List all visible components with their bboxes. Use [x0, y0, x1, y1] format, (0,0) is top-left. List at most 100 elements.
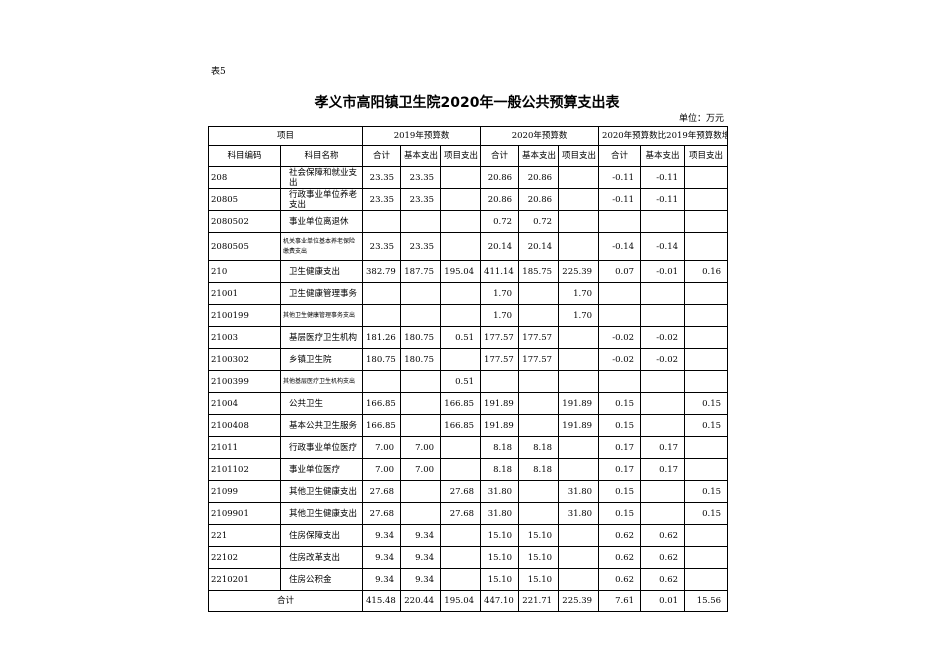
code-cell: 21001	[208, 282, 281, 305]
value-cell: 8.18	[480, 458, 520, 481]
value-cell: 23.35	[362, 188, 402, 211]
name-cell: 住房公积金	[279, 568, 364, 591]
data-row: 210 卫生健康支出 382.79 187.75 195.04 411.14 185.75 2…	[208, 260, 729, 283]
group-header: 2020年预算数比2019年预算数增减情况	[598, 126, 729, 146]
value-cell	[684, 232, 729, 261]
value-cell	[518, 282, 560, 305]
value-cell: 0.72	[518, 210, 560, 233]
value-cell: -0.11	[640, 166, 686, 189]
value-cell: 1.70	[558, 304, 600, 327]
value-cell: -0.14	[598, 232, 642, 261]
group-header: 2019年预算数	[362, 126, 482, 146]
value-cell: 20.86	[518, 188, 560, 211]
value-cell: 0.16	[684, 260, 729, 283]
value-cell: 180.75	[400, 326, 442, 349]
value-cell: 23.35	[400, 188, 442, 211]
value-cell	[558, 166, 600, 189]
column-header: 基本支出	[518, 145, 560, 167]
value-cell	[440, 348, 482, 371]
data-row: 21001 卫生健康管理事务 1.70 1.70	[208, 282, 729, 305]
value-cell: 15.10	[480, 524, 520, 547]
name-cell: 基层医疗卫生机构	[279, 326, 364, 349]
group-header: 项目	[207, 126, 364, 146]
value-cell	[684, 458, 729, 481]
column-header: 合计	[598, 145, 642, 167]
value-cell: 180.75	[400, 348, 442, 371]
value-cell: -0.11	[598, 188, 642, 211]
value-cell	[684, 524, 729, 547]
value-cell: 15.10	[480, 546, 520, 569]
data-row: 208 社会保障和就业支出 23.35 23.35 20.86 20.86 -0.11 -0.…	[208, 166, 729, 189]
data-row: 2100408 基本公共卫生服务 166.85 166.85 191.89 191.89 0…	[208, 414, 729, 437]
code-cell: 2100399	[208, 370, 281, 393]
value-cell: 177.57	[518, 348, 560, 371]
code-cell: 20805	[208, 188, 281, 211]
value-cell: 31.80	[558, 480, 600, 503]
value-cell: 0.62	[640, 546, 686, 569]
value-cell: 0.07	[598, 260, 642, 283]
data-row: 2210201 住房公积金 9.34 9.34 15.10 15.10 0.62 0.62	[208, 568, 729, 591]
value-cell	[400, 502, 442, 525]
value-cell	[440, 546, 482, 569]
value-cell: 0.15	[684, 414, 729, 437]
total-value: 0.01	[640, 590, 686, 612]
value-cell: 27.68	[440, 502, 482, 525]
value-cell	[598, 210, 642, 233]
value-cell	[518, 304, 560, 327]
value-cell: 191.89	[480, 414, 520, 437]
value-cell	[362, 210, 402, 233]
value-cell: 7.00	[362, 436, 402, 459]
value-cell	[400, 392, 442, 415]
value-cell	[440, 232, 482, 261]
total-value: 7.61	[598, 590, 642, 612]
value-cell	[640, 414, 686, 437]
value-cell	[558, 524, 600, 547]
value-cell: 23.35	[400, 232, 442, 261]
column-header: 科目名称	[279, 145, 364, 167]
value-cell: 15.10	[518, 524, 560, 547]
value-cell	[440, 524, 482, 547]
total-value: 195.04	[440, 590, 482, 612]
value-cell: 0.51	[440, 370, 482, 393]
value-cell: 0.72	[480, 210, 520, 233]
value-cell: 9.34	[400, 546, 442, 569]
value-cell	[518, 480, 560, 503]
name-cell: 卫生健康支出	[279, 260, 364, 283]
value-cell: 166.85	[440, 392, 482, 415]
header-row: 项目2019年预算数2020年预算数2020年预算数比2019年预算数增减情况	[207, 126, 729, 146]
value-cell	[558, 210, 600, 233]
group-header: 2020年预算数	[480, 126, 600, 146]
value-cell: 1.70	[480, 304, 520, 327]
value-cell: 27.68	[362, 502, 402, 525]
total-value: 415.48	[362, 590, 402, 612]
value-cell: 23.35	[400, 166, 442, 189]
value-cell	[440, 568, 482, 591]
value-cell	[640, 392, 686, 415]
value-cell	[480, 370, 520, 393]
data-row: 21003 基层医疗卫生机构 181.26 180.75 0.51 177.57 177.5…	[208, 326, 729, 349]
value-cell: 181.26	[362, 326, 402, 349]
value-cell	[558, 348, 600, 371]
value-cell: 0.17	[640, 436, 686, 459]
value-cell: 27.68	[440, 480, 482, 503]
value-cell: 0.17	[640, 458, 686, 481]
value-cell	[518, 502, 560, 525]
value-cell: -0.02	[598, 326, 642, 349]
value-cell	[362, 304, 402, 327]
value-cell	[684, 282, 729, 305]
value-cell: 20.86	[480, 188, 520, 211]
code-cell: 2210201	[208, 568, 281, 591]
value-cell: 185.75	[518, 260, 560, 283]
value-cell	[558, 326, 600, 349]
value-cell	[558, 232, 600, 261]
data-row: 2101102 事业单位医疗 7.00 7.00 8.18 8.18 0.17 0.17	[208, 458, 729, 481]
data-row: 2100199 其他卫生健康管理事务支出 1.70 1.70	[208, 304, 729, 327]
value-cell	[400, 304, 442, 327]
code-cell: 21004	[208, 392, 281, 415]
value-cell: -0.11	[640, 188, 686, 211]
value-cell: 20.86	[480, 166, 520, 189]
value-cell: 0.17	[598, 436, 642, 459]
value-cell	[440, 458, 482, 481]
value-cell	[640, 370, 686, 393]
